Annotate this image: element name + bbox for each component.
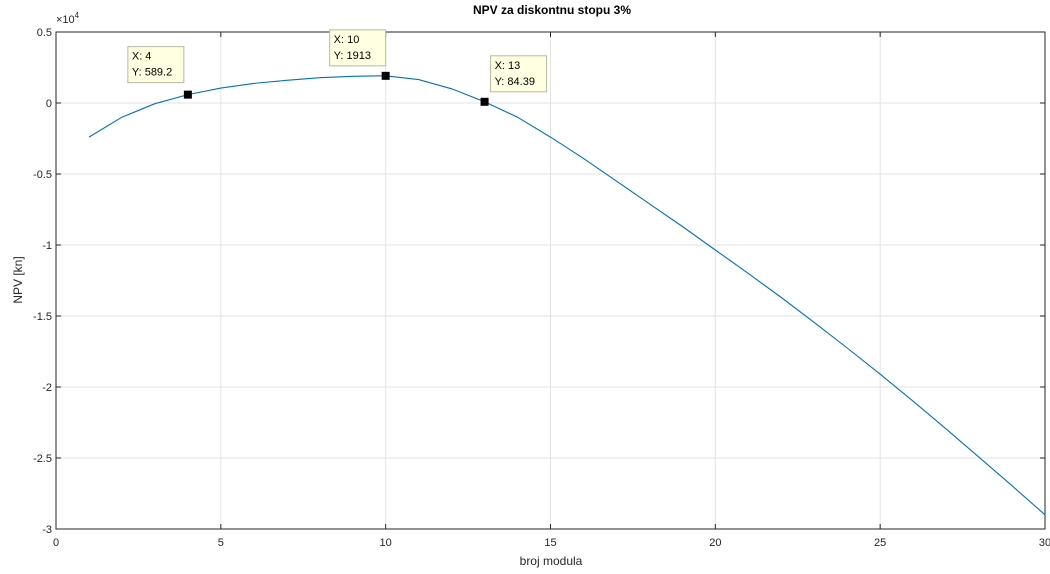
y-exponent-base: ×10	[56, 14, 75, 26]
y-tick-label: 0	[46, 98, 52, 110]
y-tick-label: 0.5	[37, 27, 52, 39]
datatip-marker	[183, 90, 192, 99]
y-tick-label: -1	[42, 240, 52, 252]
datatip-y-text: Y: 1913	[334, 50, 371, 62]
y-tick-label: -3	[42, 524, 52, 536]
x-tick-label: 0	[53, 537, 59, 549]
datatip-x-text: X: 10	[334, 34, 360, 46]
datatip: X: 10 Y: 1913	[329, 29, 387, 67]
npv-series-line	[88, 75, 1046, 516]
axes-layer	[55, 31, 1046, 530]
y-axis-label: NPV [kn]	[11, 256, 25, 303]
grid-layer	[56, 32, 1045, 529]
datatip-x-text: X: 13	[495, 60, 521, 72]
x-tick-label: 15	[544, 537, 556, 549]
y-exponent-power: 4	[75, 11, 80, 20]
datatip-x-text: X: 4	[132, 51, 152, 63]
y-tick-label: -1.5	[33, 311, 52, 323]
datatip: X: 4 Y: 589.2	[127, 46, 185, 84]
x-tick-label: 30	[1039, 537, 1050, 549]
datatip-box	[490, 55, 548, 93]
y-tick-label: -0.5	[33, 169, 52, 181]
series-layer	[88, 75, 1046, 516]
datatip-marker	[480, 97, 489, 106]
y-tick-label: -2	[42, 382, 52, 394]
datatip-marker	[381, 71, 390, 80]
marker-layer: X: 4 Y: 589.2 X: 10 Y: 1913 X: 13 Y: 84.39	[127, 29, 548, 106]
x-tick-label: 5	[218, 537, 224, 549]
x-tick-label: 20	[709, 537, 721, 549]
x-tick-label: 25	[874, 537, 886, 549]
y-tick-label: -2.5	[33, 453, 52, 465]
x-axis-label: broj modula	[520, 554, 583, 568]
datatip-box	[329, 29, 387, 67]
datatip-y-text: Y: 589.2	[132, 67, 172, 79]
datatip-box	[127, 46, 185, 84]
x-tick-label: 10	[380, 537, 392, 549]
y-exponent-label: ×104	[56, 11, 80, 26]
datatip-y-text: Y: 84.39	[495, 76, 535, 88]
chart-title: NPV za diskontnu stopu 3%	[473, 3, 631, 17]
datatip: X: 13 Y: 84.39	[490, 55, 548, 93]
label-layer: NPV za diskontnu stopu 3% broj modula NP…	[11, 3, 1050, 568]
